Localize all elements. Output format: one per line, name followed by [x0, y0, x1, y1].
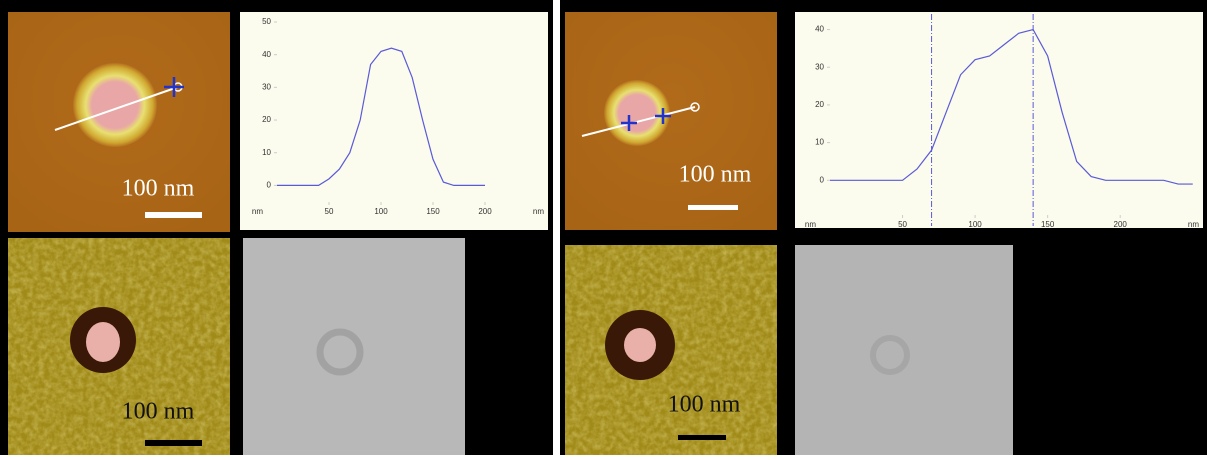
y-tick-label: 50	[262, 17, 271, 26]
y-axis-label: nm	[252, 207, 263, 216]
y-tick-label: 30	[815, 62, 824, 71]
x-tick-label: 50	[898, 220, 907, 229]
y-tick-label: 20	[262, 115, 271, 124]
x-tick-label: 150	[1041, 220, 1055, 229]
scale-label: 100 nm	[668, 392, 741, 418]
x-tick-label: 200	[1114, 220, 1128, 229]
scale-label: 100 nm	[679, 162, 752, 188]
x-tick-label: 100	[968, 220, 982, 229]
scale-label: 100 nm	[122, 176, 195, 202]
x-axis-label: nm	[1188, 220, 1199, 229]
y-tick-label: 10	[815, 138, 824, 147]
y-tick-label: 30	[262, 82, 271, 91]
plot-background	[240, 12, 548, 230]
profile-line	[277, 47, 485, 186]
x-axis-label: nm	[533, 207, 544, 216]
sem-image	[243, 238, 465, 455]
x-tick-label: 100	[374, 207, 388, 216]
y-tick-label: 10	[262, 148, 271, 157]
y-tick-label: 0	[820, 175, 825, 184]
plot-background	[795, 12, 1203, 228]
afm-phase	[8, 238, 230, 455]
afm-phase	[565, 245, 777, 455]
afm-topography	[8, 12, 230, 232]
y-axis-label: nm	[805, 220, 816, 229]
y-tick-label: 40	[262, 50, 271, 59]
y-tick-label: 20	[815, 100, 824, 109]
x-tick-label: 150	[426, 207, 440, 216]
x-tick-label: 50	[325, 207, 334, 216]
afm-topography	[565, 12, 777, 230]
y-tick-label: 0	[267, 181, 272, 190]
x-tick-label: 200	[478, 207, 492, 216]
profile-line	[830, 28, 1193, 185]
sem-image	[795, 245, 1013, 455]
scale-label: 100 nm	[122, 399, 195, 425]
y-tick-label: 40	[815, 25, 824, 34]
